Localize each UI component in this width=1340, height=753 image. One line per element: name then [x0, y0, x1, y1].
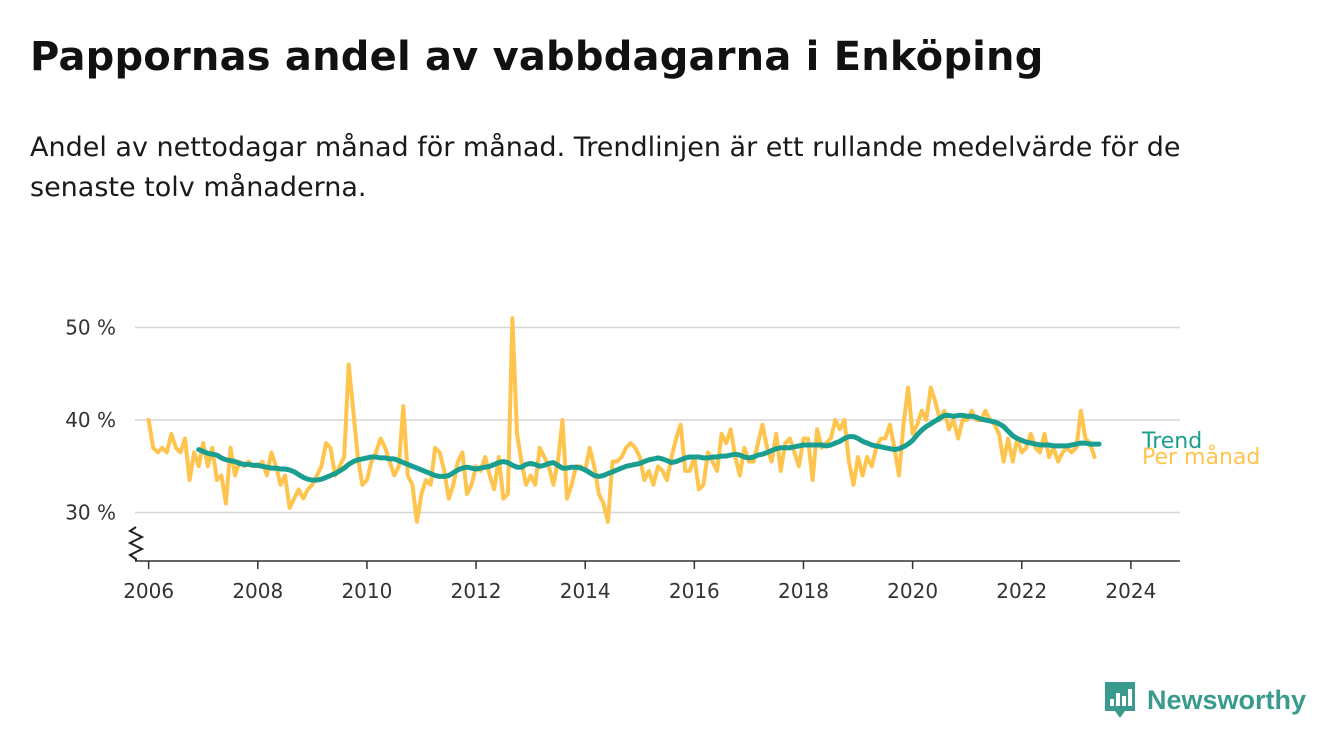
x-tick-label-2020: 2020	[887, 579, 938, 603]
trend-series-label: Trend	[1141, 429, 1202, 454]
brand-name: Newsworthy	[1147, 684, 1307, 715]
monthly-line	[146, 316, 1097, 524]
grid-lines	[135, 326, 1180, 514]
line-chart: 30 % 40 % 50 % 2006 2008 2010 2012 2014 2016 201…	[65, 316, 1260, 604]
x-tick-label-2022: 2022	[996, 579, 1047, 603]
chart-title: Pappornas andel av vabbdagarna i Enköpin…	[30, 34, 1044, 80]
axis-break-icon	[127, 526, 145, 561]
newsworthy-logo-icon	[1105, 682, 1135, 718]
y-tick-label-40: 40 %	[65, 408, 116, 432]
x-tick-label-2008: 2008	[232, 579, 283, 603]
x-tick-label-2014: 2014	[560, 579, 611, 603]
x-tick-label-2006: 2006	[123, 579, 174, 603]
x-axis	[127, 526, 1180, 562]
chart-subtitle: Andel av nettodagar månad för månad. Tre…	[30, 132, 1181, 203]
x-tick-label-2012: 2012	[451, 579, 502, 603]
x-tick-label-2010: 2010	[341, 579, 392, 603]
monthly-series-label: Per månad	[1142, 444, 1260, 470]
y-tick-label-30: 30 %	[65, 501, 116, 525]
x-tick-label-2018: 2018	[778, 579, 829, 603]
trend-line	[196, 412, 1102, 483]
x-axis-ticks: 2006 2008 2010 2012 2014 2016 2018 2020 2022 2024	[123, 561, 1156, 603]
series-lines	[146, 316, 1102, 524]
newsworthy-logo: Newsworthy	[1102, 680, 1306, 720]
x-tick-label-2016: 2016	[669, 579, 720, 603]
y-tick-label-50: 50 %	[65, 316, 116, 340]
x-tick-label-2024: 2024	[1105, 579, 1156, 603]
y-axis-ticks: 30 % 40 % 50 %	[65, 316, 116, 525]
